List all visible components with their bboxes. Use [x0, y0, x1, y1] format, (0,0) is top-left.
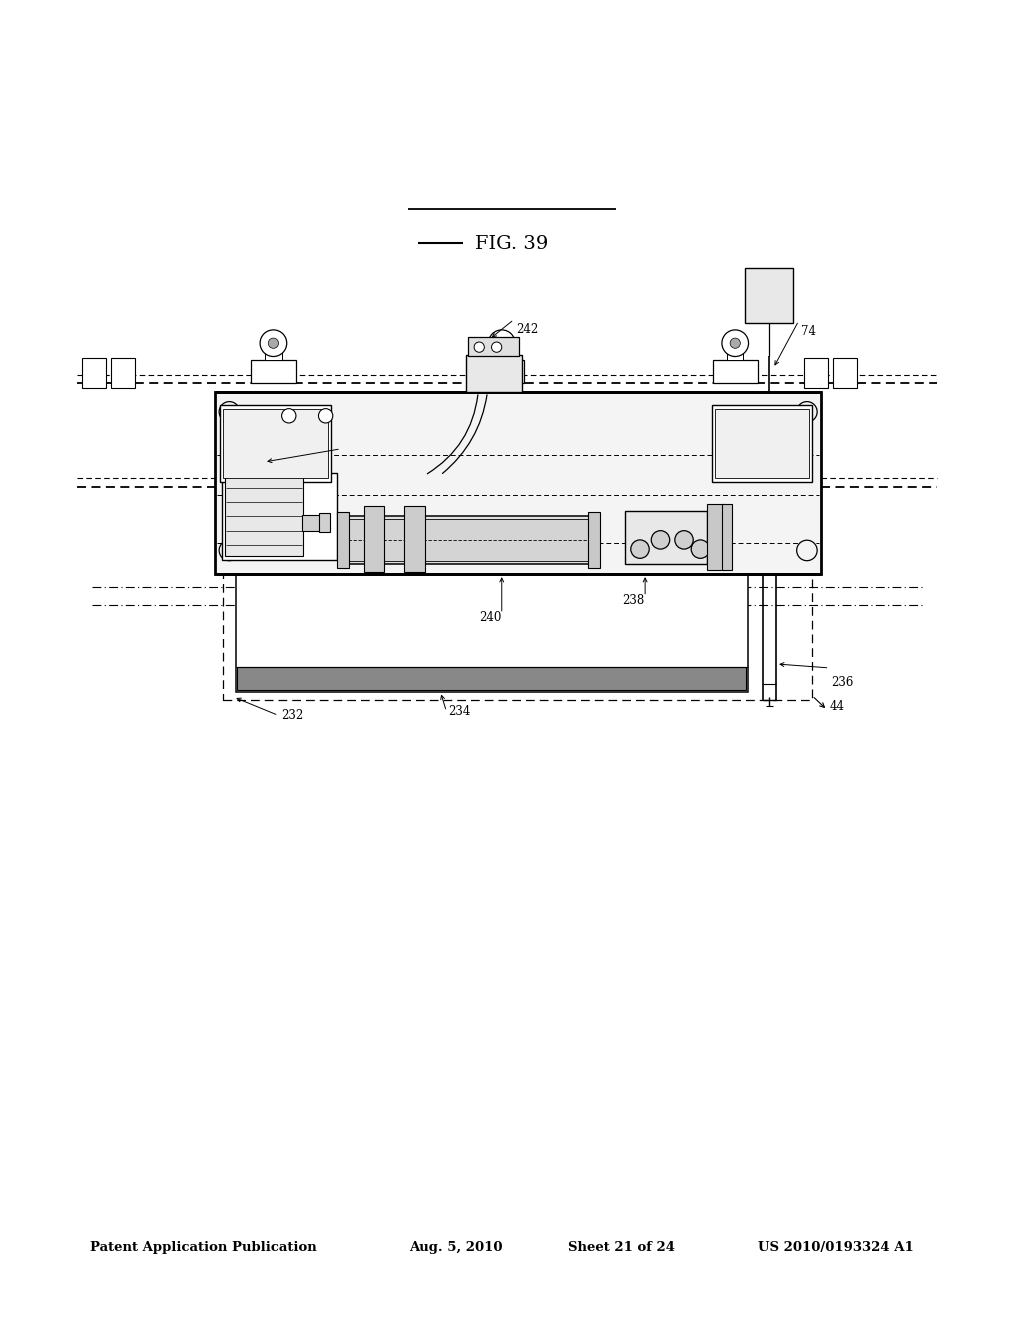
Ellipse shape — [318, 409, 333, 422]
FancyBboxPatch shape — [237, 667, 746, 690]
Text: 44: 44 — [829, 700, 845, 713]
FancyBboxPatch shape — [588, 512, 600, 568]
Ellipse shape — [492, 342, 502, 352]
FancyBboxPatch shape — [343, 516, 594, 564]
FancyBboxPatch shape — [833, 358, 857, 388]
Text: 239: 239 — [343, 455, 366, 469]
Text: US 2010/0193324 A1: US 2010/0193324 A1 — [758, 1241, 913, 1254]
Ellipse shape — [268, 338, 279, 348]
FancyBboxPatch shape — [220, 405, 331, 482]
FancyBboxPatch shape — [236, 467, 748, 692]
FancyBboxPatch shape — [713, 360, 758, 383]
FancyBboxPatch shape — [722, 504, 732, 570]
Ellipse shape — [497, 338, 507, 348]
FancyBboxPatch shape — [225, 477, 303, 556]
Ellipse shape — [722, 330, 749, 356]
FancyBboxPatch shape — [364, 506, 384, 572]
Ellipse shape — [282, 409, 296, 422]
FancyBboxPatch shape — [625, 511, 707, 564]
Text: 238: 238 — [623, 594, 645, 607]
Ellipse shape — [260, 330, 287, 356]
Ellipse shape — [797, 540, 817, 561]
Text: 236: 236 — [831, 676, 854, 689]
FancyBboxPatch shape — [337, 512, 349, 568]
FancyBboxPatch shape — [494, 347, 510, 360]
Text: 240: 240 — [479, 611, 502, 624]
FancyBboxPatch shape — [265, 347, 282, 360]
FancyBboxPatch shape — [715, 409, 809, 478]
FancyBboxPatch shape — [466, 355, 522, 392]
FancyBboxPatch shape — [745, 268, 793, 323]
FancyBboxPatch shape — [223, 409, 328, 478]
FancyBboxPatch shape — [111, 358, 135, 388]
FancyBboxPatch shape — [346, 519, 591, 561]
Text: 74: 74 — [801, 325, 816, 338]
Ellipse shape — [631, 540, 649, 558]
FancyBboxPatch shape — [804, 358, 828, 388]
FancyBboxPatch shape — [468, 337, 519, 356]
FancyBboxPatch shape — [222, 473, 337, 560]
Ellipse shape — [675, 531, 693, 549]
Text: 242: 242 — [516, 323, 539, 337]
Text: Patent Application Publication: Patent Application Publication — [90, 1241, 316, 1254]
FancyBboxPatch shape — [319, 513, 330, 532]
Ellipse shape — [474, 342, 484, 352]
Text: 232: 232 — [282, 709, 304, 722]
Ellipse shape — [691, 540, 710, 558]
Ellipse shape — [219, 401, 240, 422]
Ellipse shape — [651, 531, 670, 549]
Ellipse shape — [797, 401, 817, 422]
Ellipse shape — [219, 540, 240, 561]
FancyBboxPatch shape — [479, 360, 524, 383]
Text: FIG. 39: FIG. 39 — [475, 235, 549, 253]
Text: Sheet 21 of 24: Sheet 21 of 24 — [568, 1241, 675, 1254]
FancyBboxPatch shape — [707, 504, 725, 570]
FancyBboxPatch shape — [215, 392, 821, 574]
Ellipse shape — [730, 338, 740, 348]
Ellipse shape — [488, 330, 515, 356]
FancyBboxPatch shape — [82, 358, 106, 388]
Text: 234: 234 — [449, 705, 471, 718]
Text: Aug. 5, 2010: Aug. 5, 2010 — [410, 1241, 503, 1254]
FancyBboxPatch shape — [302, 515, 321, 531]
FancyBboxPatch shape — [251, 360, 296, 383]
FancyBboxPatch shape — [727, 347, 743, 360]
FancyBboxPatch shape — [404, 506, 425, 572]
FancyBboxPatch shape — [712, 405, 812, 482]
